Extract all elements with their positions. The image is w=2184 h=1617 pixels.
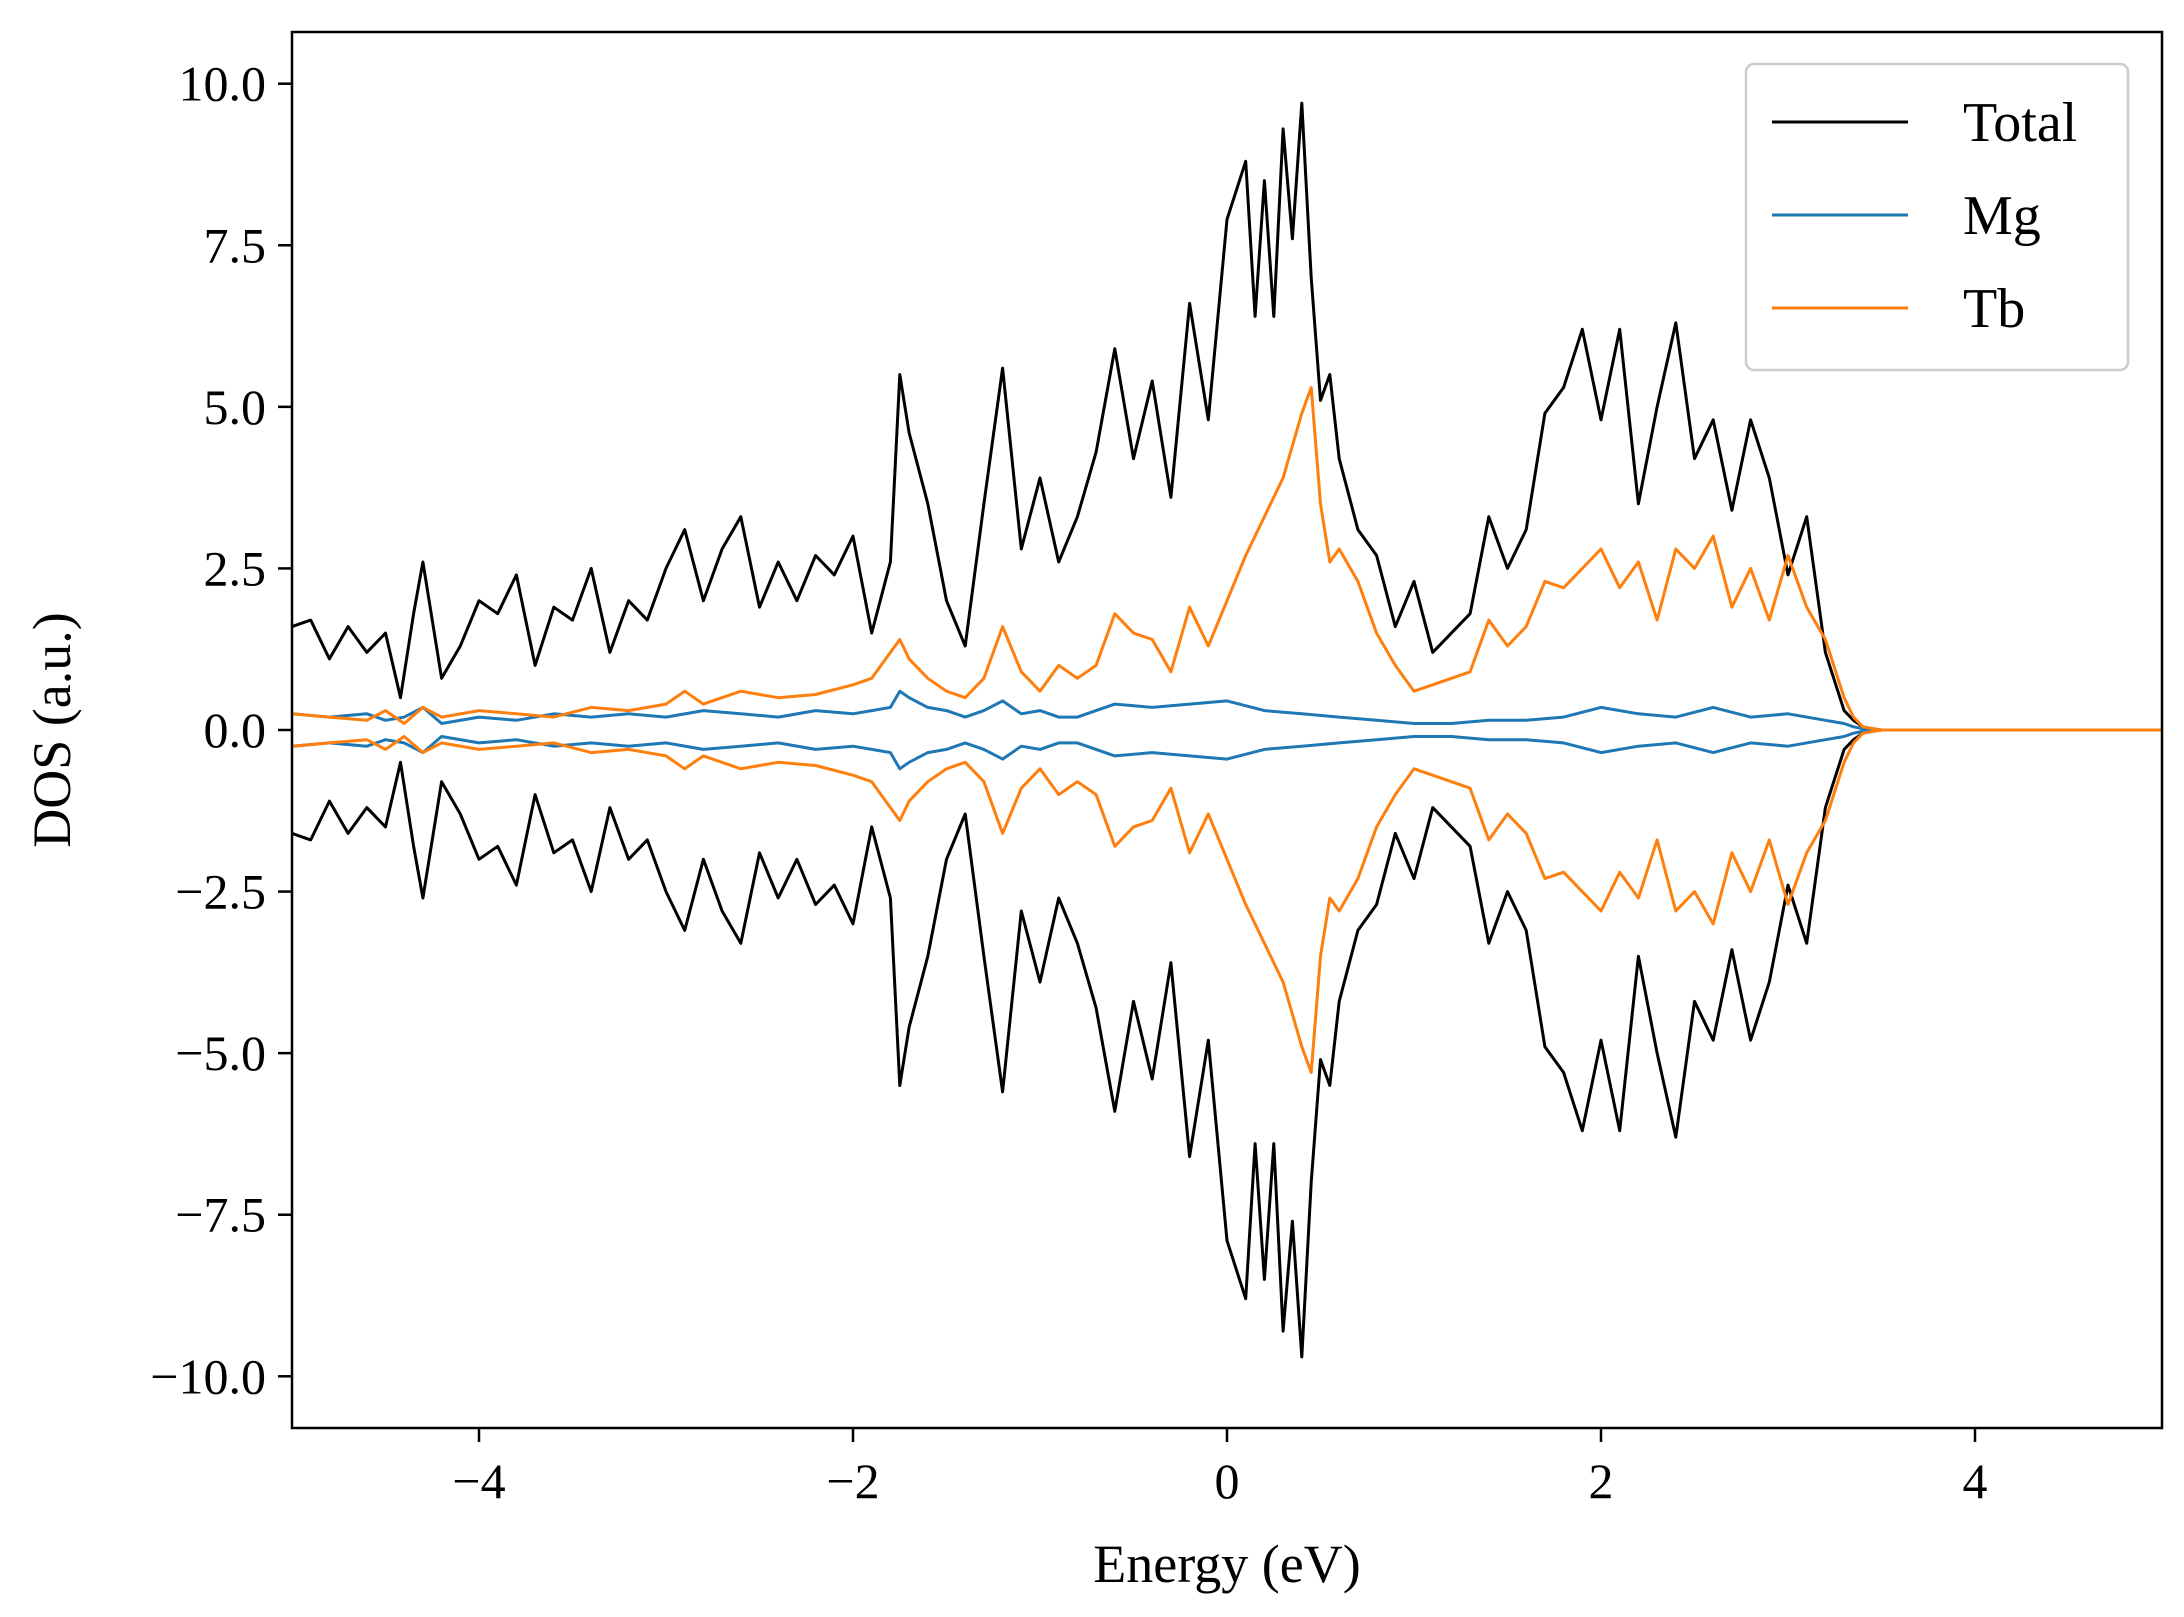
y-tick-label: −2.5 [175,864,266,920]
y-axis-label: DOS (a.u.) [22,612,82,847]
legend: Total Mg Tb [1744,62,2130,372]
series-line-tb-up [292,386,2162,732]
series-line-total-up [292,101,2162,732]
y-tick-label: −5.0 [175,1025,266,1081]
y-tick-label: 2.5 [204,540,267,596]
y-axis-ticks: −10.0 −7.5 −5.0 −2.5 0.0 2.5 5.0 7.5 10.0 [150,56,292,1404]
x-tick-label: 2 [1589,1453,1614,1509]
series-line-tb-down [292,728,2162,1074]
y-tick-label: −10.0 [150,1348,266,1404]
y-tick-label: 0.0 [204,702,267,758]
series-line-mg-up [292,689,2162,732]
x-tick-label: 0 [1215,1453,1240,1509]
series-line-mg-down [292,728,2162,771]
y-tick-label: 5.0 [204,379,267,435]
y-tick-label: 7.5 [204,217,267,273]
legend-label-tb: Tb [1963,278,2025,340]
x-tick-label: −4 [452,1453,505,1509]
x-tick-label: 4 [1963,1453,1988,1509]
legend-box [1744,62,2130,372]
y-tick-label: −7.5 [175,1187,266,1243]
x-axis-ticks: −4 −2 0 2 4 [452,1428,1988,1509]
x-axis-label: Energy (eV) [1093,1534,1360,1594]
series-layer [292,101,2162,1359]
legend-label-mg: Mg [1963,185,2041,247]
y-tick-label: 10.0 [179,56,267,112]
x-tick-label: −2 [826,1453,879,1509]
series-line-total-down [292,728,2162,1359]
legend-label-total: Total [1963,92,2077,154]
